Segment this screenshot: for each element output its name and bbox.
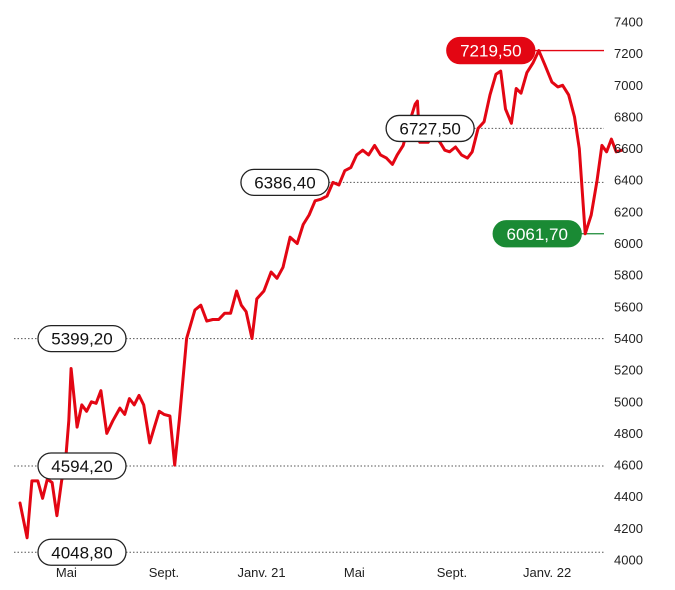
y-tick-label: 5200 [614, 363, 643, 378]
value-label: 6061,70 [506, 225, 567, 244]
value-label: 4048,80 [51, 543, 112, 562]
value-label-pill [37, 538, 127, 566]
value-label-pill [446, 36, 536, 65]
y-tick-label: 4800 [614, 426, 643, 441]
y-tick-label: 4600 [614, 458, 643, 473]
y-tick-label: 5800 [614, 268, 643, 283]
y-tick-label: 5600 [614, 299, 643, 314]
value-label: 6386,40 [254, 173, 315, 192]
x-tick-label: Mai [344, 565, 365, 580]
value-label-pill [492, 220, 582, 248]
x-tick-label: Janv. 22 [523, 565, 571, 580]
y-tick-label: 7200 [614, 46, 643, 61]
y-axis-ticks: 4000 4200 4400 4600 4800 5000 5200 5400 5600 5800… [614, 15, 643, 568]
value-label: 5399,20 [51, 330, 112, 349]
y-tick-label: 5000 [614, 394, 643, 409]
x-tick-label: Sept. [149, 565, 179, 580]
x-axis-ticks: Mai Sept. Janv. 21 Mai Sept. Janv. 22 [56, 565, 571, 580]
y-tick-label: 6600 [614, 141, 643, 156]
value-label-pill [240, 168, 330, 197]
value-label-pill [37, 452, 127, 480]
value-label: 7219,50 [460, 42, 521, 61]
y-tick-label: 7400 [614, 15, 643, 30]
y-tick-label: 4000 [614, 553, 643, 568]
y-tick-label: 4400 [614, 489, 643, 504]
value-label-pill [37, 324, 127, 353]
annotation-labels: 7219,50 6727,50 6386,40 6061,70 5399,20 4594,… [37, 36, 582, 566]
y-tick-label: 6400 [614, 173, 643, 188]
y-tick-label: 6800 [614, 109, 643, 124]
series-line [18, 49, 624, 540]
value-label: 4594,20 [51, 457, 112, 476]
y-tick-label: 5400 [614, 331, 643, 346]
x-tick-label: Mai [56, 565, 77, 580]
y-tick-label: 4200 [614, 521, 643, 536]
y-tick-label: 6000 [614, 236, 643, 251]
y-tick-label: 7000 [614, 78, 643, 93]
x-tick-label: Sept. [437, 565, 467, 580]
value-label-pill [385, 114, 475, 143]
y-tick-label: 6200 [614, 204, 643, 219]
x-tick-label: Janv. 21 [237, 565, 285, 580]
value-label: 6727,50 [399, 119, 460, 138]
